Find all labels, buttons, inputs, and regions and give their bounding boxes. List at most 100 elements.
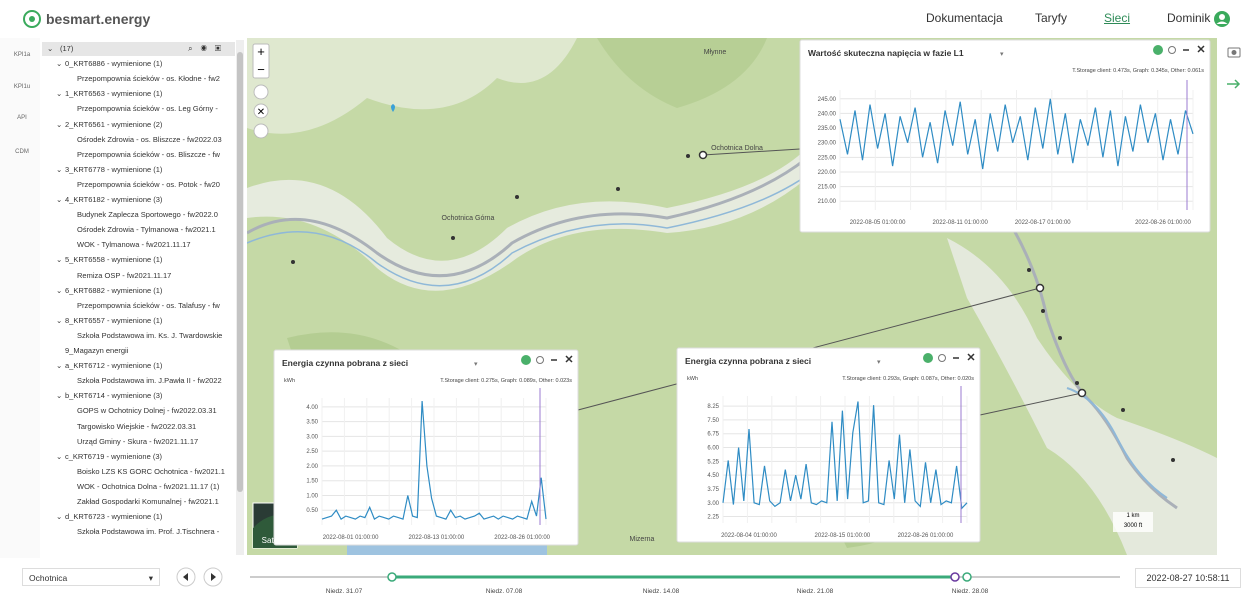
tree-group[interactable]: ⌄ 2_KRT6561 - wymienione (2): [42, 118, 235, 132]
popup-controls[interactable]: [1153, 45, 1205, 55]
chevron: ⌄: [56, 512, 63, 522]
tree-group[interactable]: 9_Magazyn energii: [42, 344, 235, 358]
tree-item[interactable]: Targowisko Wiejskie - fw2022.03.31: [42, 420, 235, 434]
place-label: Mizerna: [630, 536, 655, 543]
tree-tools[interactable]: ⌕◉▣: [188, 44, 229, 53]
location: Ochotnica: [29, 573, 68, 583]
zoom-controls[interactable]: + − ✕: [252, 43, 270, 139]
tree-item[interactable]: Remiza OSP - fw2021.11.17: [42, 269, 235, 283]
tree-item-label: Budynek Zaplecza Sportowego - fw2022.0: [77, 210, 218, 220]
y-tick-label: 0.50: [306, 508, 318, 514]
tree-item-label: Przepompownia ścieków - os. Bliszcze - f…: [77, 149, 220, 159]
x-tick-label: 2022-08-26 01:00:00: [494, 535, 550, 541]
chart-popup[interactable]: Energia czynna pobrana z sieci ▾ T.Storage…: [273, 349, 579, 546]
tree-item[interactable]: Zakład Gospodarki Komunalnej - fw2021.1: [42, 495, 235, 509]
tree-item[interactable]: Szkoła Podstawowa im. Prof. J.Tischnera …: [42, 525, 235, 539]
tree-group[interactable]: ⌄ c_KRT6719 - wymienione (3): [42, 450, 235, 464]
close-icon: [565, 355, 573, 363]
timeline[interactable]: Niedz. 31.07 Niedz. 07.08 Niedz. 14.08 Nied…: [240, 566, 1130, 600]
side-tab[interactable]: API: [17, 115, 27, 121]
side-tab[interactable]: CDM: [15, 149, 29, 155]
x-tick-label: 2022-08-17 01:00:00: [1015, 220, 1071, 226]
chevron: ⌄: [56, 315, 63, 325]
nav-link[interactable]: Sieci: [1104, 11, 1131, 25]
tree-item[interactable]: Przepompownia ścieków - os. Potok - fw20: [42, 178, 235, 192]
chevron: ⌄: [56, 451, 63, 461]
scale-label: 3000 ft: [1124, 523, 1143, 529]
user-name[interactable]: Dominik: [1167, 11, 1211, 25]
tree-item[interactable]: Ośrodek Zdrowia - Tylmanowa - fw2021.1: [42, 223, 235, 237]
tree-group[interactable]: ⌄ 4_KRT6182 - wymienione (3): [42, 193, 235, 207]
nav-link[interactable]: Taryfy: [1035, 11, 1068, 25]
y-tick-label: 1.50: [306, 479, 318, 485]
tree-item[interactable]: WOK - Tylmanowa - fw2021.11.17: [42, 238, 235, 252]
chevron: ⌄: [56, 361, 63, 371]
y-tick-label: 4.00: [306, 405, 318, 411]
series-line: [722, 401, 968, 510]
tree-group-label: 4_KRT6182 - wymienione (3): [65, 195, 163, 204]
y-tick-label: 215.00: [818, 185, 837, 191]
tree-item-label: Targowisko Wiejskie - fw2022.03.31: [77, 421, 197, 431]
tree-group[interactable]: ⌄ b_KRT6714 - wymienione (3): [42, 389, 235, 403]
tree-item[interactable]: Przepompownia ścieków - os. Leg Górny -: [42, 102, 235, 116]
tree-root-label: (17): [60, 44, 74, 53]
nav-link[interactable]: Dokumentacja: [926, 11, 1003, 25]
tree-group[interactable]: ⌄ d_KRT6723 - wymienione (1): [42, 510, 235, 524]
timing: T.Storage client: 0.473s, Graph: 0.345s,…: [1072, 68, 1204, 74]
playback-buttons[interactable]: [176, 567, 226, 589]
toolbar-icons[interactable]: [1219, 38, 1260, 108]
tree-item[interactable]: Szkoła Podstawowa im. Ks. J. Twardowskie: [42, 329, 235, 343]
tree-group[interactable]: ⌄ 3_KRT6778 - wymienione (1): [42, 163, 235, 177]
tree-item[interactable]: Szkoła Podstawowa im. J.Pawła II - fw202…: [42, 374, 235, 388]
settings-icon: [1168, 46, 1176, 54]
x-tick-label: 2022-08-13 01:00:00: [409, 535, 465, 541]
tree-group[interactable]: ⌄ 8_KRT6557 - wymienione (1): [42, 314, 235, 328]
tree-item[interactable]: Przepompownia ścieków - os. Talafusy - f…: [42, 299, 235, 313]
chevron: ⌄: [56, 391, 63, 401]
side-tab[interactable]: KPI1a: [13, 52, 31, 58]
tree-item[interactable]: Urząd Gminy - Skura - fw2021.11.17: [42, 435, 235, 449]
tree-item-label: GOPS w Ochotnicy Dolnej - fw2022.03.31: [77, 406, 217, 416]
tree-group-label: b_KRT6714 - wymienione (3): [65, 391, 163, 401]
x-tick-label: 2022-08-05 01:00:00: [850, 220, 906, 226]
popup-controls[interactable]: [521, 355, 573, 365]
tree-item-label: Ośrodek Zdrowia - os. Bliszcze - fw2022.…: [77, 134, 222, 144]
chevron: ⌄: [56, 285, 63, 295]
tree-item-label: Szkoła Podstawowa im. Ks. J. Twardowskie: [77, 330, 223, 340]
tree-item[interactable]: Ośrodek Zdrowia - os. Bliszcze - fw2022.…: [42, 133, 235, 147]
dropdown: ▾: [1000, 51, 1004, 58]
tree-group-label: 9_Magazyn energii: [65, 346, 129, 355]
tree-item[interactable]: GOPS w Ochotnicy Dolnej - fw2022.03.31: [42, 404, 235, 418]
x-tick-label: 2022-08-01 01:00:00: [323, 535, 379, 541]
right-toolbar: [1219, 38, 1260, 558]
avatar[interactable]: [1213, 10, 1231, 28]
tree-item[interactable]: Budynek Zaplecza Sportowego - fw2022.0: [42, 208, 235, 222]
tree-item[interactable]: Boisko LZS KS GORC Ochotnica - fw2021.1: [42, 465, 235, 479]
side-tab[interactable]: KPI1u: [13, 84, 31, 90]
tree-group[interactable]: ⌄ 0_KRT6886 - wymienione (1): [42, 57, 235, 71]
datetime[interactable]: 2022-08-27 10:58:11: [1135, 568, 1241, 588]
logo-icon: [23, 10, 41, 28]
timeline-label: Niedz. 14.08: [643, 588, 680, 595]
tree-item-label: Przepompownia ścieków - os. Leg Górny -: [77, 104, 218, 114]
layer-label[interactable]: Satelita: [262, 536, 289, 545]
tree-group[interactable]: ⌄ 6_KRT6882 - wymienione (1): [42, 284, 235, 298]
timing: T.Storage client: 0.293s, Graph: 0.087s,…: [842, 376, 974, 382]
tree-group[interactable]: ⌄ 5_KRT6558 - wymienione (1): [42, 253, 235, 267]
y-tick-label: 240.00: [818, 111, 837, 117]
scrollbar[interactable]: [236, 40, 244, 555]
tree-item[interactable]: WOK - Ochotnica Dolna - fw2021.11.17 (1): [42, 480, 235, 494]
chart-popup[interactable]: Energia czynna pobrana z sieci ▾ T.Storage…: [676, 347, 981, 543]
tree-group[interactable]: ⌄ 1_KRT6563 - wymienione (1): [42, 87, 235, 101]
tree-group-label: 0_KRT6886 - wymienione (1): [65, 59, 163, 69]
tree-item[interactable]: Przepompownia ścieków - os. Kłodne - fw2: [42, 72, 235, 86]
chart-title: Wartość skuteczna napięcia w fazie L1: [808, 48, 964, 58]
tree-item[interactable]: Przepompownia ścieków - os. Bliszcze - f…: [42, 148, 235, 162]
popup-controls[interactable]: [923, 353, 975, 363]
map[interactable]: + − ✕ Młynne Ochotnica Dolna Ochotnica Gó…: [247, 38, 1217, 555]
chart-popup[interactable]: Wartość skuteczna napięcia w fazie L1 ▾ T.…: [799, 39, 1211, 233]
status-icon: [1153, 45, 1163, 55]
tree-group[interactable]: ⌄ a_KRT6712 - wymienione (1): [42, 359, 235, 373]
tree-item-label: WOK - Tylmanowa - fw2021.11.17: [77, 240, 191, 250]
location-select[interactable]: Ochotnica ▾: [22, 568, 160, 586]
